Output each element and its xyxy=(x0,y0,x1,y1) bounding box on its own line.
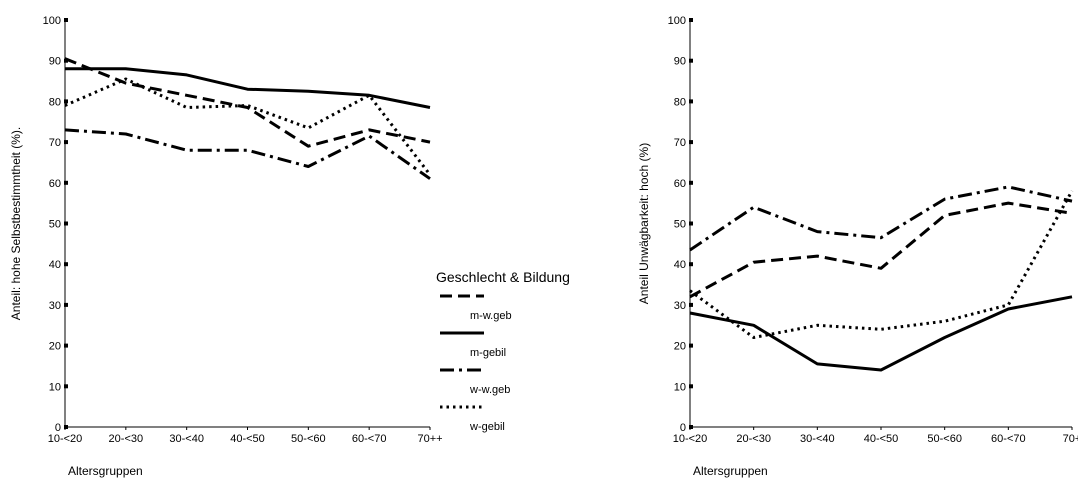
y-tick-label: 60 xyxy=(49,178,61,190)
y-axis-title: Anteil: hohe Selbstbestimmtheit (%). xyxy=(9,127,23,320)
y-tick-label: 50 xyxy=(49,219,61,231)
y-tick-label: 10 xyxy=(49,381,61,393)
y-tick-label: 80 xyxy=(49,96,61,108)
series-line-w-w.geb xyxy=(689,185,1073,252)
legend: Geschlecht & Bildung m-w.geb m-gebil w-w.ge… xyxy=(436,269,570,433)
x-tick-label: 50-<60 xyxy=(291,433,326,445)
y-tick-label: 70 xyxy=(49,137,61,149)
y-tick-label: 90 xyxy=(49,56,61,68)
legend-label: m-w.geb xyxy=(470,310,512,322)
y-tick-mark xyxy=(689,343,693,348)
x-tick-label: 70+ xyxy=(1063,433,1078,445)
y-tick-mark xyxy=(64,343,68,348)
y-tick-mark xyxy=(689,99,693,104)
x-tick-label: 50-<60 xyxy=(927,433,962,445)
y-tick-label: 50 xyxy=(674,219,686,231)
x-axis-title: Altersgruppen xyxy=(693,464,768,478)
y-tick-mark xyxy=(689,140,693,145)
y-tick-mark xyxy=(689,18,693,22)
y-tick-mark xyxy=(64,18,68,22)
y-tick-mark xyxy=(689,302,693,307)
y-tick-label: 30 xyxy=(49,300,61,312)
y-tick-label: 100 xyxy=(668,15,686,27)
series-line-w-w.geb xyxy=(64,128,431,180)
y-tick-mark xyxy=(689,58,693,63)
y-tick-mark xyxy=(64,99,68,104)
y-tick-mark xyxy=(689,221,693,226)
y-tick-label: 40 xyxy=(49,259,61,271)
y-tick-label: 100 xyxy=(43,15,61,27)
x-tick-label: 30-<40 xyxy=(169,433,204,445)
legend-title: Geschlecht & Bildung xyxy=(436,269,570,285)
series-line-w-gebil xyxy=(64,77,432,176)
x-tick-label: 40-<50 xyxy=(864,433,899,445)
chart-panel-2: 0 10 20 30 40 50 60 70 80 90 100 10-<20 20-<30 30-<40… xyxy=(637,15,1078,478)
y-tick-label: 0 xyxy=(55,422,61,434)
y-tick-mark xyxy=(64,262,68,267)
y-tick-label: 0 xyxy=(680,422,686,434)
y-tick-label: 80 xyxy=(674,96,686,108)
y-tick-mark xyxy=(689,384,693,389)
series-line-m-gebil xyxy=(65,67,431,109)
series-line-m-w.geb xyxy=(64,57,431,148)
y-tick-label: 30 xyxy=(674,300,686,312)
x-tick-label: 60-<70 xyxy=(352,433,387,445)
series-line-w-gebil xyxy=(689,190,1074,339)
y-tick-label: 60 xyxy=(674,178,686,190)
y-tick-label: 10 xyxy=(674,381,686,393)
series-line-m-gebil xyxy=(689,295,1073,372)
x-tick-label: 10-<20 xyxy=(673,433,708,445)
y-tick-mark xyxy=(64,140,68,145)
x-tick-label: 60-<70 xyxy=(991,433,1026,445)
y-tick-label: 90 xyxy=(674,56,686,68)
y-tick-mark xyxy=(689,180,693,185)
x-axis-title: Altersgruppen xyxy=(68,464,143,478)
y-tick-mark xyxy=(689,262,693,267)
series-line-m-w.geb xyxy=(689,201,1073,299)
chart-panel-1: 0 10 20 30 40 50 60 70 80 90 100 10-<20 20-<30 30-<40… xyxy=(9,15,443,478)
y-tick-mark xyxy=(64,302,68,307)
x-tick-label: 40-<50 xyxy=(230,433,265,445)
y-tick-label: 20 xyxy=(674,341,686,353)
y-tick-mark xyxy=(64,384,68,389)
legend-label: w-w.geb xyxy=(469,384,510,396)
y-tick-label: 70 xyxy=(674,137,686,149)
x-tick-label: 70++ xyxy=(417,433,442,445)
legend-label: m-gebil xyxy=(470,347,506,359)
x-tick-label: 10-<20 xyxy=(48,433,83,445)
x-tick-label: 30-<40 xyxy=(800,433,835,445)
y-tick-mark xyxy=(689,425,693,429)
x-tick-label: 20-<30 xyxy=(109,433,144,445)
y-tick-mark xyxy=(64,221,68,226)
y-tick-label: 40 xyxy=(674,259,686,271)
y-axis-title: Anteil Unwägbarkeit: hoch (%) xyxy=(637,143,651,304)
y-tick-label: 20 xyxy=(49,341,61,353)
legend-label: w-gebil xyxy=(469,421,505,433)
x-tick-label: 20-<30 xyxy=(736,433,771,445)
y-tick-mark xyxy=(64,180,68,185)
y-tick-mark xyxy=(64,425,68,429)
